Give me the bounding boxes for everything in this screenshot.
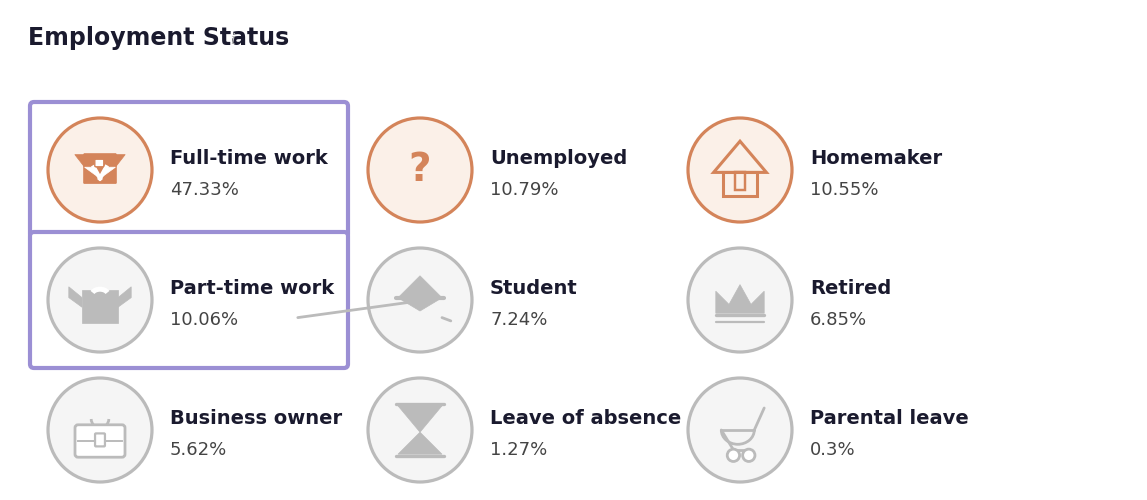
Text: 10.06%: 10.06% bbox=[170, 311, 239, 329]
Polygon shape bbox=[69, 287, 81, 307]
Text: 1.27%: 1.27% bbox=[490, 441, 547, 459]
Circle shape bbox=[368, 118, 473, 222]
Text: Retired: Retired bbox=[810, 278, 891, 297]
Text: 10.79%: 10.79% bbox=[490, 181, 559, 199]
Text: 5.62%: 5.62% bbox=[170, 441, 227, 459]
Polygon shape bbox=[398, 432, 442, 454]
Text: Student: Student bbox=[490, 278, 578, 297]
Text: Parental leave: Parental leave bbox=[810, 408, 969, 428]
Text: Part-time work: Part-time work bbox=[170, 278, 334, 297]
Text: Business owner: Business owner bbox=[170, 408, 342, 428]
Text: Employment Status: Employment Status bbox=[28, 26, 289, 50]
Circle shape bbox=[742, 449, 755, 462]
Circle shape bbox=[727, 449, 740, 462]
Circle shape bbox=[48, 118, 153, 222]
FancyBboxPatch shape bbox=[95, 159, 103, 167]
Text: ?: ? bbox=[408, 151, 431, 189]
Polygon shape bbox=[116, 154, 125, 167]
Circle shape bbox=[368, 248, 473, 352]
Circle shape bbox=[48, 248, 153, 352]
Circle shape bbox=[48, 378, 153, 482]
Text: Homemaker: Homemaker bbox=[810, 148, 942, 168]
Polygon shape bbox=[81, 290, 118, 323]
FancyBboxPatch shape bbox=[30, 102, 348, 238]
Circle shape bbox=[688, 378, 791, 482]
Polygon shape bbox=[100, 167, 116, 178]
Text: 47.33%: 47.33% bbox=[170, 181, 239, 199]
Text: i: i bbox=[231, 33, 235, 47]
Text: Leave of absence: Leave of absence bbox=[490, 408, 681, 428]
FancyBboxPatch shape bbox=[30, 232, 348, 368]
Text: 7.24%: 7.24% bbox=[490, 311, 547, 329]
Circle shape bbox=[688, 248, 791, 352]
Polygon shape bbox=[118, 287, 131, 307]
Text: 0.3%: 0.3% bbox=[810, 441, 856, 459]
Text: Unemployed: Unemployed bbox=[490, 148, 627, 168]
Circle shape bbox=[688, 118, 791, 222]
Circle shape bbox=[368, 378, 473, 482]
Polygon shape bbox=[75, 154, 85, 167]
FancyBboxPatch shape bbox=[84, 154, 116, 184]
Polygon shape bbox=[85, 167, 100, 178]
FancyBboxPatch shape bbox=[75, 425, 125, 457]
Polygon shape bbox=[398, 406, 442, 432]
Text: 10.55%: 10.55% bbox=[810, 181, 879, 199]
Polygon shape bbox=[398, 276, 442, 311]
FancyBboxPatch shape bbox=[95, 434, 106, 446]
Text: Full-time work: Full-time work bbox=[170, 148, 328, 168]
Text: 6.85%: 6.85% bbox=[810, 311, 867, 329]
Polygon shape bbox=[716, 284, 764, 313]
